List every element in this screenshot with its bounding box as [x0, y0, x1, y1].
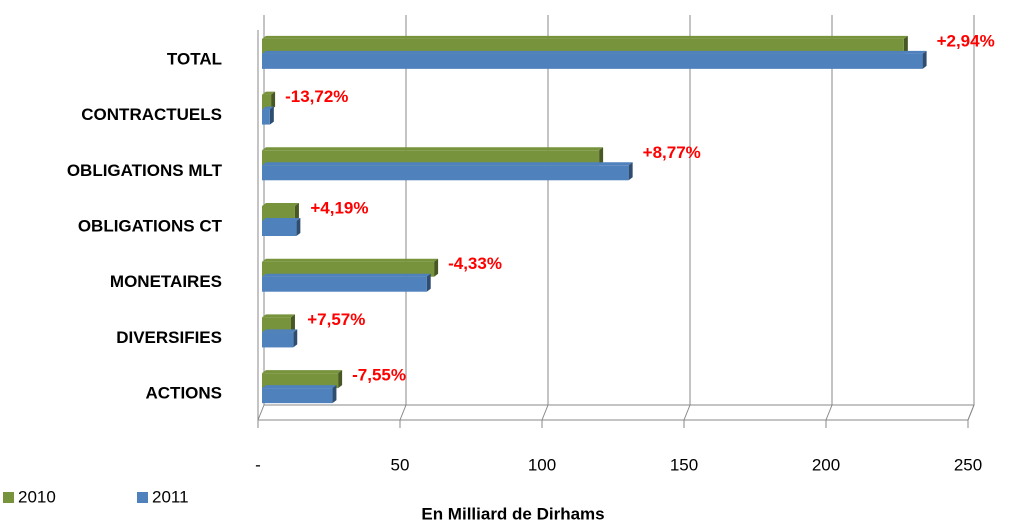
grid-line	[825, 404, 833, 421]
y-tick-label: OBLIGATIONS CT	[78, 216, 223, 235]
x-tick-label: 200	[812, 455, 840, 474]
legend-swatch	[3, 492, 14, 503]
bar-face	[262, 50, 927, 54]
bar-face	[294, 203, 299, 221]
x-tick-label: 100	[528, 455, 556, 474]
bar-face	[338, 370, 343, 389]
annotation: -13,72%	[285, 87, 348, 106]
bar-face	[262, 329, 298, 333]
bar-face	[290, 314, 295, 333]
annotation: +2,94%	[937, 31, 995, 50]
x-axis-title: En Milliard de Dirhams	[421, 504, 604, 523]
bar	[262, 106, 274, 125]
grid-line	[399, 404, 407, 421]
bar-face	[262, 203, 299, 206]
annotation: -4,33%	[448, 254, 502, 273]
x-tick-label: -	[255, 455, 261, 474]
bar	[262, 258, 439, 277]
bar-face	[262, 261, 435, 277]
bar-face	[293, 329, 298, 348]
legend-label: 2010	[18, 487, 56, 506]
bar-face	[903, 35, 908, 54]
bar	[262, 35, 908, 54]
bar	[262, 91, 276, 110]
bar-face	[262, 162, 633, 166]
annotation: +7,57%	[307, 310, 365, 329]
y-tick-label: OBLIGATIONS MLT	[67, 161, 223, 180]
grid-line	[541, 404, 549, 421]
x-tick-label: 250	[954, 455, 982, 474]
legend-swatch	[137, 492, 148, 503]
bar-face	[262, 91, 276, 95]
bar	[262, 385, 337, 404]
y-tick-label: ACTIONS	[146, 384, 223, 403]
bar-face	[262, 370, 343, 374]
bar-face	[262, 94, 272, 110]
y-tick-label: CONTRACTUELS	[81, 105, 222, 124]
bar	[262, 50, 927, 69]
bar-face	[262, 388, 333, 404]
bar-face	[262, 273, 431, 277]
bar-face	[262, 106, 274, 110]
bar-face	[262, 218, 301, 221]
bar-face	[271, 91, 276, 110]
bar-face	[262, 206, 295, 221]
bar-face	[434, 258, 439, 277]
y-tick-label: DIVERSIFIES	[116, 328, 222, 347]
bar-face	[262, 221, 297, 236]
annotation: -7,55%	[352, 366, 406, 385]
bar-face	[426, 273, 431, 292]
bar-face	[922, 50, 927, 69]
grid-line	[683, 404, 691, 421]
bar	[262, 273, 431, 292]
bar-face	[262, 109, 270, 125]
bar-face	[332, 385, 337, 404]
annotation: +4,19%	[310, 198, 368, 217]
bar-face	[262, 38, 904, 54]
bar-face	[262, 314, 295, 318]
bar	[262, 329, 298, 348]
bar-face	[262, 258, 439, 262]
bar-face	[262, 35, 908, 39]
bar	[262, 370, 343, 389]
x-tick-label: 50	[391, 455, 410, 474]
bar	[262, 147, 604, 166]
bar-face	[628, 162, 633, 181]
bar-face	[262, 150, 600, 166]
bar-face	[262, 53, 923, 69]
bar-face	[262, 165, 629, 181]
bar	[262, 218, 301, 236]
bar	[262, 203, 299, 221]
bar	[262, 314, 295, 333]
bar	[262, 162, 633, 181]
bar-face	[262, 373, 339, 389]
bar-face	[269, 106, 274, 125]
bar-face	[262, 317, 291, 333]
bar-face	[262, 385, 337, 389]
bar-face	[262, 332, 294, 348]
y-tick-label: MONETAIRES	[110, 272, 222, 291]
bar-face	[262, 147, 604, 151]
grid-line	[967, 404, 975, 421]
legend-label: 2011	[152, 487, 189, 506]
annotation: +8,77%	[643, 143, 701, 162]
bar-face	[262, 276, 427, 292]
x-tick-label: 150	[670, 455, 698, 474]
grid-line	[257, 404, 265, 421]
bar-face	[296, 218, 301, 236]
y-tick-label: TOTAL	[167, 49, 222, 68]
bar-face	[599, 147, 604, 166]
